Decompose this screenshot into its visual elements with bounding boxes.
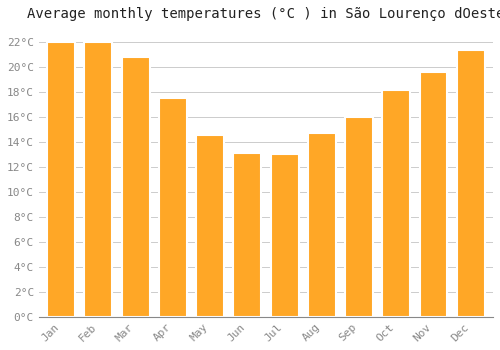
Bar — [308, 133, 336, 317]
Bar — [159, 98, 187, 317]
Bar — [196, 135, 224, 317]
Bar — [47, 42, 75, 317]
Bar — [420, 72, 448, 317]
Title: Average monthly temperatures (°C ) in São Lourenço dOeste: Average monthly temperatures (°C ) in Sã… — [27, 7, 500, 21]
Bar — [457, 50, 484, 317]
Bar — [84, 42, 112, 317]
Bar — [270, 154, 298, 317]
Bar — [122, 57, 150, 317]
Bar — [382, 90, 410, 317]
Bar — [345, 117, 373, 317]
Bar — [234, 153, 262, 317]
